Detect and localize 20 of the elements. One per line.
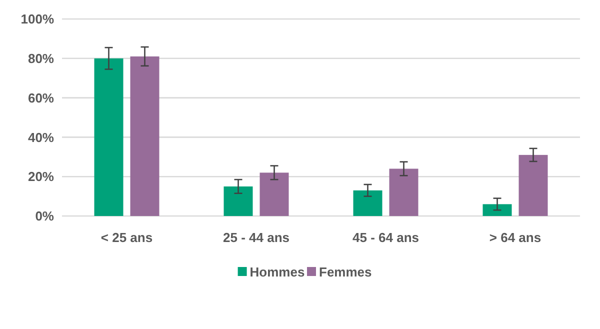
legend-label: Hommes (250, 264, 305, 280)
legend-label: Femmes (319, 264, 372, 280)
y-tick-label: 60% (28, 90, 54, 106)
x-tick-label: 45 - 64 ans (352, 230, 419, 245)
bar (130, 56, 160, 216)
y-tick-label: 0% (35, 208, 54, 224)
y-tick-label: 100% (20, 12, 54, 27)
y-tick-label: 40% (28, 130, 54, 145)
x-tick-label: 25 - 44 ans (223, 230, 290, 245)
bar (260, 172, 289, 216)
bar (389, 168, 418, 216)
bar (518, 154, 548, 216)
y-tick-label: 80% (28, 50, 54, 66)
bar (482, 204, 512, 216)
x-tick-label: < 25 ans (100, 230, 153, 245)
bar (353, 190, 382, 216)
bar (224, 186, 253, 216)
bar (94, 58, 124, 216)
y-tick-label: 20% (28, 169, 54, 184)
x-tick-label: > 64 ans (489, 230, 542, 245)
